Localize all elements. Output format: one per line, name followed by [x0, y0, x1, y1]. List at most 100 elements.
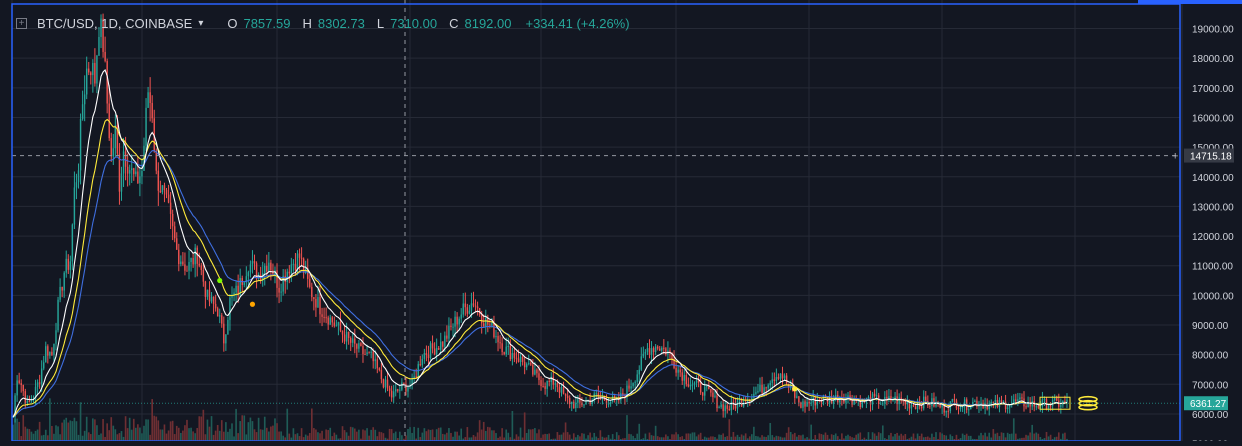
volume-bar [924, 436, 927, 441]
candle-body [364, 354, 366, 356]
volume-bar [169, 421, 172, 441]
volume-bar [1014, 433, 1017, 441]
volume-bar [249, 417, 252, 441]
y-tick-label: 11000.00 [1192, 262, 1233, 273]
volume-bar [67, 422, 70, 441]
volume-bar [746, 438, 749, 441]
candle-body [988, 403, 990, 410]
volume-bar [1053, 437, 1056, 441]
candle-body [1006, 407, 1009, 410]
volume-bar [859, 432, 862, 441]
volume-bar [126, 428, 129, 441]
crosshair-plus-icon: + [1172, 151, 1178, 163]
symbol-label[interactable]: BTC/USD, 1D, COINBASE [37, 15, 193, 31]
open-label: O [227, 15, 238, 31]
candle-body [1047, 405, 1050, 410]
volume-bar [421, 432, 424, 441]
volume-bar [450, 432, 452, 441]
volume-bar [464, 437, 467, 441]
volume-bar [55, 425, 57, 441]
crosshair-price-badge: +14715.18 [1172, 148, 1234, 163]
volume-bar [235, 408, 237, 441]
volume-bar [538, 429, 540, 441]
volume-bar [761, 435, 763, 441]
symbol-legend: + BTC/USD, 1D, COINBASE ▾ O 7857.59 H 8302… [16, 14, 630, 32]
volume-bar [239, 421, 242, 441]
volume-bar [808, 438, 810, 441]
candle-body [665, 348, 667, 355]
candle-body [49, 351, 51, 356]
candle-body [519, 356, 522, 362]
candle-body [798, 396, 800, 403]
volume-bar [263, 416, 266, 441]
volume-bar [36, 429, 39, 441]
volume-bar [1049, 434, 1052, 441]
candle-body [910, 405, 913, 409]
volume-bar [900, 433, 903, 441]
volume-bar [730, 436, 733, 441]
volume-bar [869, 439, 872, 441]
candle-body [94, 63, 96, 84]
volume-bar [1025, 434, 1027, 441]
volume-bar [261, 429, 264, 441]
candle-body [886, 396, 888, 399]
volume-bar [302, 437, 305, 441]
candle-body [225, 334, 227, 344]
volume-bar [108, 430, 111, 441]
volume-bar [486, 426, 489, 441]
volume-bar [1000, 432, 1003, 441]
candle-body [984, 403, 986, 408]
candle-body [636, 374, 638, 382]
candle-body [968, 409, 970, 411]
expand-icon[interactable]: + [16, 17, 27, 29]
high-value: 8302.73 [317, 15, 365, 31]
volume-bar [171, 420, 174, 441]
volume-bar [984, 432, 986, 441]
volume-bar [184, 425, 186, 441]
chevron-down-icon[interactable]: ▾ [198, 17, 204, 29]
volume-bar [820, 434, 823, 441]
volume-bar [515, 434, 518, 441]
y-tick-label: 9000.00 [1192, 321, 1229, 332]
candle-body [407, 387, 409, 392]
candle-body [382, 379, 385, 388]
volume-bar [276, 423, 278, 441]
volume-bar [1010, 433, 1013, 441]
candle-body [491, 322, 493, 326]
volume-bar [51, 425, 53, 441]
candle-body [397, 389, 399, 391]
volume-bar [34, 430, 37, 441]
candle-body [777, 377, 780, 379]
candle-body [495, 335, 497, 338]
candle-body [659, 348, 661, 351]
volume-bar [288, 433, 291, 441]
candle-body [1008, 404, 1011, 408]
volume-bar [980, 432, 982, 441]
price-level-tag [1078, 395, 1098, 403]
volume-bar [814, 434, 817, 441]
volume-bar [824, 432, 827, 441]
candle-body [767, 385, 769, 389]
volume-bar [796, 436, 798, 441]
candle-body [568, 397, 571, 405]
candle-body [912, 405, 915, 407]
volume-bar [587, 435, 589, 441]
candle-body [110, 138, 112, 157]
volume-bar [480, 429, 483, 441]
candle-body [360, 343, 362, 347]
candle-body [47, 346, 49, 356]
candle-body [90, 72, 92, 76]
candle-body [706, 386, 708, 388]
volume-bar [532, 429, 534, 441]
candle-body [446, 335, 448, 339]
volume-bar [540, 437, 542, 441]
volume-bar [857, 433, 860, 441]
volume-bar [382, 433, 385, 441]
volume-bar [554, 438, 557, 441]
candle-body [845, 397, 847, 403]
volume-bar [155, 416, 158, 441]
candle-body [693, 382, 696, 385]
volume-bar [671, 434, 673, 441]
